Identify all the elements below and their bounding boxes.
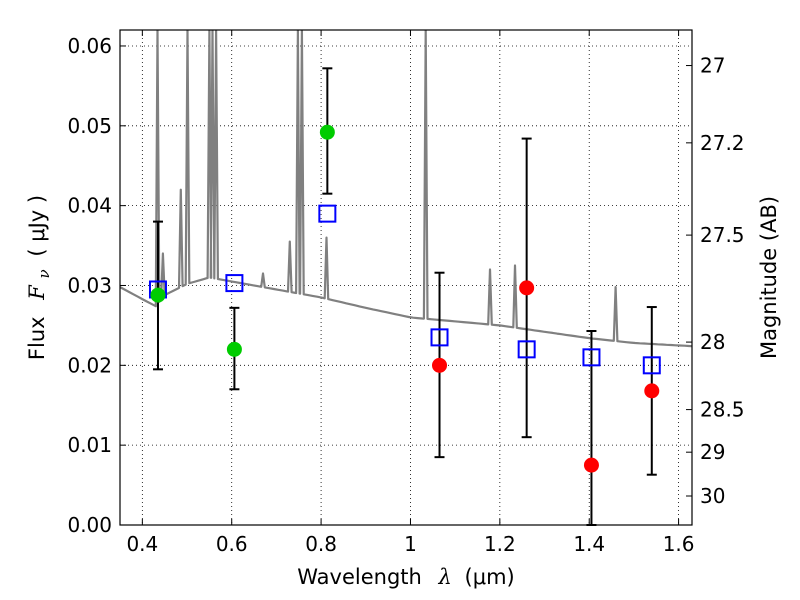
y2-tick-label: 28 [700, 330, 725, 354]
y-tick-label: 0.02 [67, 353, 112, 377]
errorbars-layer [152, 67, 657, 526]
y2-tick-label: 29 [700, 440, 725, 464]
model-spectrum-layer [120, 30, 692, 348]
y2-tick-label: 27 [700, 54, 725, 78]
y-axis-label-subscript: ν [35, 269, 53, 278]
x-tick-label: 1.2 [484, 532, 516, 556]
y-tick-label: 0.01 [67, 433, 112, 457]
x-axis-label: Wavelength λ (μm) [297, 565, 514, 589]
model-photometry-square [318, 204, 337, 223]
model-photometry-square [582, 348, 601, 367]
x-axis-label-unit: (μm) [465, 565, 515, 589]
x-tick-label: 0.8 [305, 532, 337, 556]
observed-nir-point [644, 383, 660, 399]
y-axis-label-symbol: F [25, 284, 49, 301]
y2-tick-label: 27.5 [700, 223, 745, 247]
observed-nir-point [583, 457, 599, 473]
observed-nir-point [519, 280, 535, 296]
model-photometry-square [430, 328, 449, 347]
observed-nir-point [432, 357, 448, 373]
model-spectrum-line [120, 30, 692, 348]
x-tick-label: 0.6 [216, 532, 248, 556]
model-photometry-square [517, 340, 536, 359]
x-axis-label-symbol: λ [438, 565, 452, 589]
x-axis-label-text: Wavelength [297, 565, 422, 589]
observed-optical-point [150, 287, 166, 303]
y-tick-label: 0.03 [67, 273, 112, 297]
y-tick-label: 0.00 [67, 513, 112, 537]
y-axis-label: Flux F ν ( μJy ) [25, 195, 54, 360]
y2-axis-label: Magnitude (AB) [757, 196, 781, 359]
y-tick-label: 0.05 [67, 114, 112, 138]
model-photometry-square [642, 356, 661, 375]
y-axis-label-unit: ( μJy ) [25, 195, 49, 257]
markers-layer [148, 124, 661, 473]
y2-tick-label: 30 [700, 484, 725, 508]
observed-optical-point [226, 341, 242, 357]
x-tick-label: 1.6 [663, 532, 695, 556]
plot-frame [119, 29, 693, 526]
x-tick-label: 1 [404, 532, 417, 556]
y2-tick-label: 27.2 [700, 131, 745, 155]
model-photometry-square [225, 274, 244, 293]
y2-tick-label: 28.5 [700, 398, 745, 422]
y-tick-label: 0.06 [67, 34, 112, 58]
y-tick-label: 0.04 [67, 194, 112, 218]
x-tick-label: 0.4 [126, 532, 158, 556]
y-axis-label-text: Flux [25, 316, 49, 360]
observed-optical-point [319, 124, 335, 140]
ticks-layer: 0.4 0.6 0.8 1 1.2 1.4 1.6 0.00 0.01 0.02 0.03 0.04 0… [67, 30, 745, 556]
x-tick-label: 1.4 [573, 532, 605, 556]
